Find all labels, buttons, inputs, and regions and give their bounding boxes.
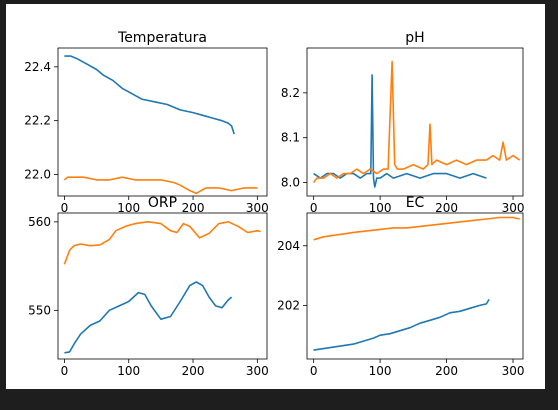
series-line-2 — [312, 60, 521, 183]
axes-frame — [306, 212, 524, 360]
x-tick-label: 200 — [182, 364, 205, 378]
axes-frame — [57, 212, 268, 360]
y-tick-label: 204 — [277, 239, 300, 253]
figure-canvas: 0 100 200 300 22.0 22.2 22.4 Temperatura 0 100 200… — [6, 4, 545, 389]
figure-svg: 0 100 200 300 22.0 22.2 22.4 Temperatura 0 100 200… — [24, 30, 525, 378]
y-tick-label: 550 — [28, 303, 51, 317]
y-tick-label: 22.2 — [24, 114, 51, 128]
x-tick-label: 300 — [246, 364, 269, 378]
x-tick-label: 200 — [182, 201, 205, 215]
x-tick-label: 100 — [117, 201, 140, 215]
series-line-2 — [63, 221, 261, 265]
series-line-2 — [63, 176, 258, 195]
x-tick-label: 300 — [502, 201, 525, 215]
subplot-title: ORP — [148, 195, 177, 211]
series-line-1 — [313, 298, 490, 351]
y-tick-label: 8.0 — [281, 176, 300, 190]
y-tick-label: 560 — [28, 215, 51, 229]
x-tick-label: 100 — [117, 364, 140, 378]
y-tick-label: 22.0 — [24, 167, 51, 181]
x-tick-label: 300 — [502, 364, 525, 378]
subplot-title: pH — [405, 30, 424, 46]
x-tick-label: 0 — [61, 364, 69, 378]
x-tick-label: 300 — [246, 201, 269, 215]
x-tick-label: 0 — [310, 364, 318, 378]
x-tick-label: 200 — [435, 364, 458, 378]
x-tick-label: 200 — [435, 201, 458, 215]
series-line-1 — [313, 74, 487, 188]
subplot-4: 0 100 200 300 202 204 EC — [277, 195, 524, 378]
axes-frame — [306, 47, 524, 197]
subplot-2: 0 100 200 300 8.0 8.1 8.2 pH — [281, 30, 525, 215]
x-tick-label: 100 — [369, 364, 392, 378]
y-tick-label: 8.2 — [281, 86, 300, 100]
axes-frame — [57, 47, 268, 197]
subplot-title: EC — [406, 195, 425, 211]
y-tick-label: 22.4 — [24, 60, 51, 74]
series-line-1 — [64, 55, 235, 135]
subplot-title: Temperatura — [117, 30, 207, 46]
x-tick-label: 0 — [61, 201, 69, 215]
series-line-1 — [64, 281, 233, 354]
subplot-1: 0 100 200 300 22.0 22.2 22.4 Temperatura — [24, 30, 269, 215]
x-tick-label: 100 — [369, 201, 392, 215]
x-tick-label: 0 — [310, 201, 318, 215]
y-tick-label: 8.1 — [281, 131, 300, 145]
subplot-3: 0 100 200 300 550 560 ORP — [28, 195, 269, 378]
y-tick-label: 202 — [277, 298, 300, 312]
series-line-2 — [313, 216, 520, 241]
